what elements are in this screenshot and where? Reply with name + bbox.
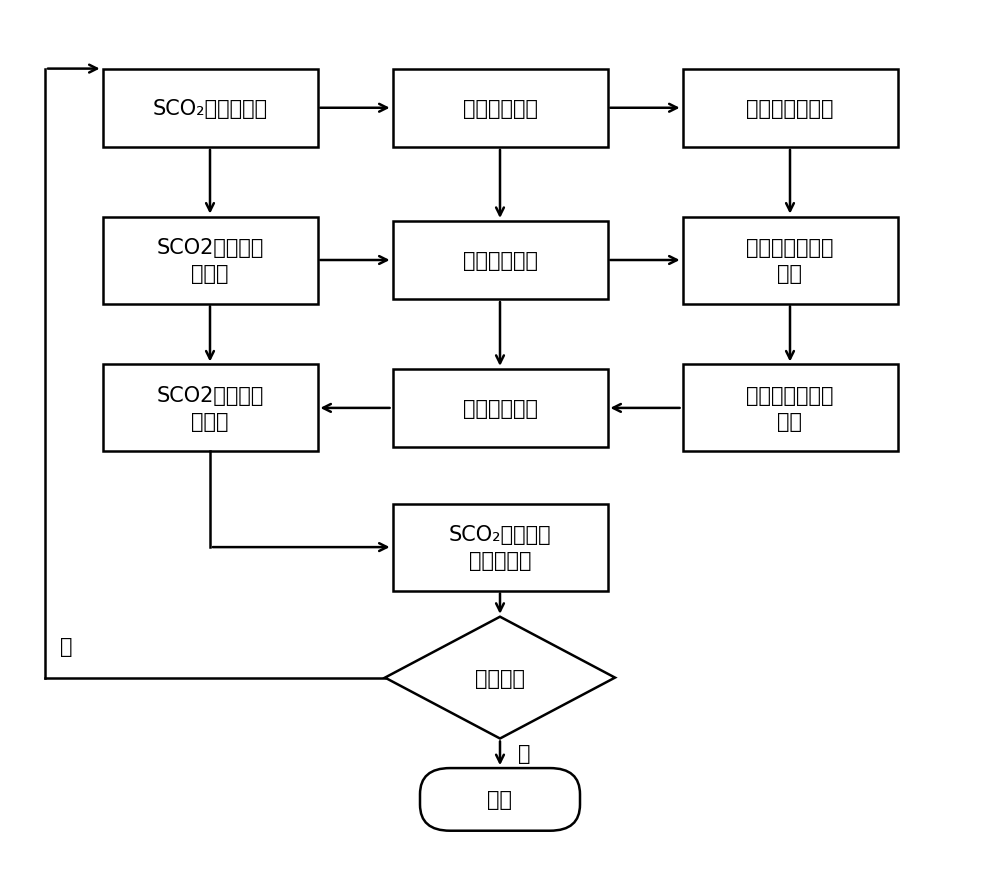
Text: 结束: 结束 — [488, 790, 512, 809]
Text: SCO2压缩机流
动参数: SCO2压缩机流 动参数 — [156, 238, 264, 283]
FancyBboxPatch shape — [420, 768, 580, 831]
FancyBboxPatch shape — [103, 70, 318, 148]
Text: 空气压缩机结构: 空气压缩机结构 — [746, 99, 834, 118]
Text: SCO2压缩机性
能参数: SCO2压缩机性 能参数 — [156, 386, 264, 431]
FancyBboxPatch shape — [103, 365, 318, 452]
Text: 是: 是 — [518, 744, 530, 763]
FancyBboxPatch shape — [682, 70, 898, 148]
Text: 流动相似准则: 流动相似准则 — [462, 251, 538, 270]
Text: 否: 否 — [60, 636, 72, 656]
FancyBboxPatch shape — [392, 70, 608, 148]
Text: 几何相似准则: 几何相似准则 — [462, 99, 538, 118]
FancyBboxPatch shape — [682, 217, 898, 304]
FancyBboxPatch shape — [392, 504, 608, 591]
Text: SCO₂压缩机结构: SCO₂压缩机结构 — [152, 99, 268, 118]
FancyBboxPatch shape — [682, 365, 898, 452]
Text: 性能转换准则: 性能转换准则 — [462, 399, 538, 418]
FancyBboxPatch shape — [392, 222, 608, 300]
FancyBboxPatch shape — [103, 217, 318, 304]
Text: 空气压缩机流动
参数: 空气压缩机流动 参数 — [746, 238, 834, 283]
Text: 空气压缩机性能
参数: 空气压缩机性能 参数 — [746, 386, 834, 431]
Text: SCO₂压缩机综
合性能评估: SCO₂压缩机综 合性能评估 — [449, 525, 551, 570]
Polygon shape — [385, 617, 615, 739]
Text: 满足要求: 满足要求 — [475, 668, 525, 687]
FancyBboxPatch shape — [392, 369, 608, 448]
